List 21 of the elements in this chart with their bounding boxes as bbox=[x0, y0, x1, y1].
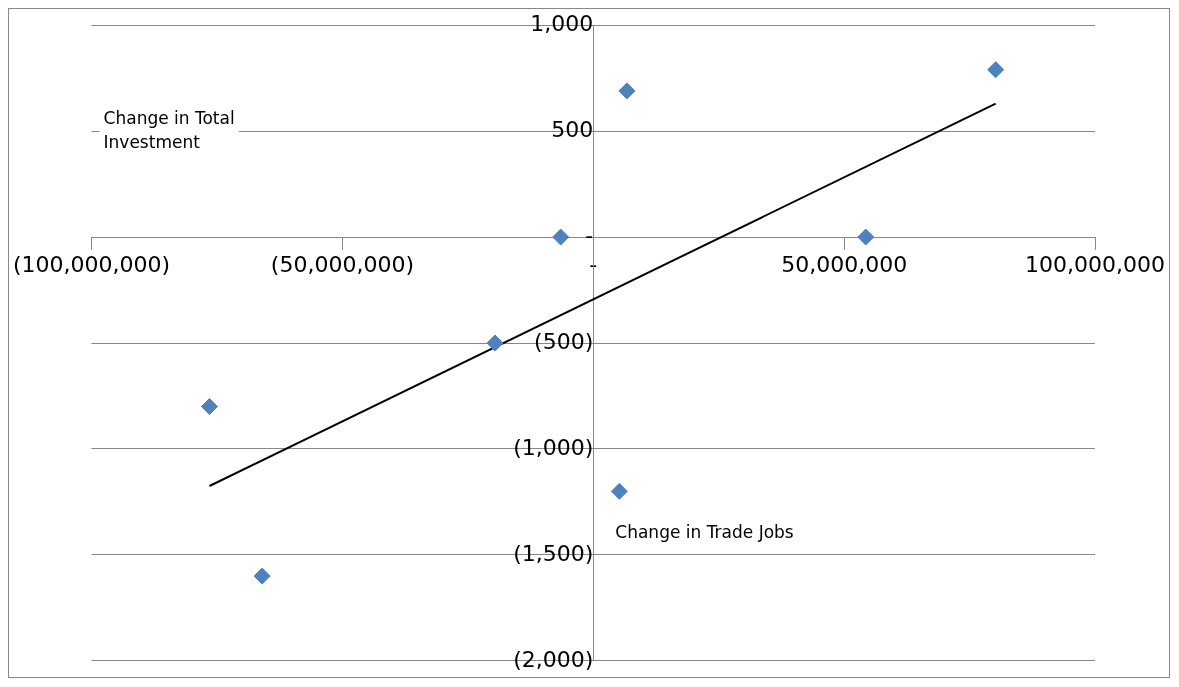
y-axis-title: Change in Total Investment bbox=[103, 108, 235, 153]
y-tick-label: 1,000 bbox=[530, 10, 594, 36]
x-tick-label: 100,000,000 bbox=[1025, 251, 1165, 277]
x-axis-title: Change in Trade Jobs bbox=[615, 521, 794, 542]
point bbox=[552, 228, 570, 246]
point bbox=[618, 82, 636, 100]
point bbox=[486, 334, 504, 352]
point bbox=[857, 228, 875, 246]
point bbox=[200, 398, 218, 416]
y-tick-label: - bbox=[585, 222, 594, 248]
y-tick-label: (2,000) bbox=[513, 646, 594, 672]
point bbox=[253, 567, 271, 585]
x-tick-label: 50,000,000 bbox=[781, 251, 908, 277]
y-tick-label: (500) bbox=[534, 328, 594, 354]
point bbox=[987, 61, 1005, 79]
y-tick-label: (1,500) bbox=[513, 540, 594, 566]
y-tick-label: (1,000) bbox=[513, 434, 594, 460]
point bbox=[610, 482, 628, 500]
x-tick-label: (50,000,000) bbox=[270, 251, 414, 277]
y-tick-label: 500 bbox=[551, 116, 594, 142]
x-tick-label: (100,000,000) bbox=[12, 251, 171, 277]
